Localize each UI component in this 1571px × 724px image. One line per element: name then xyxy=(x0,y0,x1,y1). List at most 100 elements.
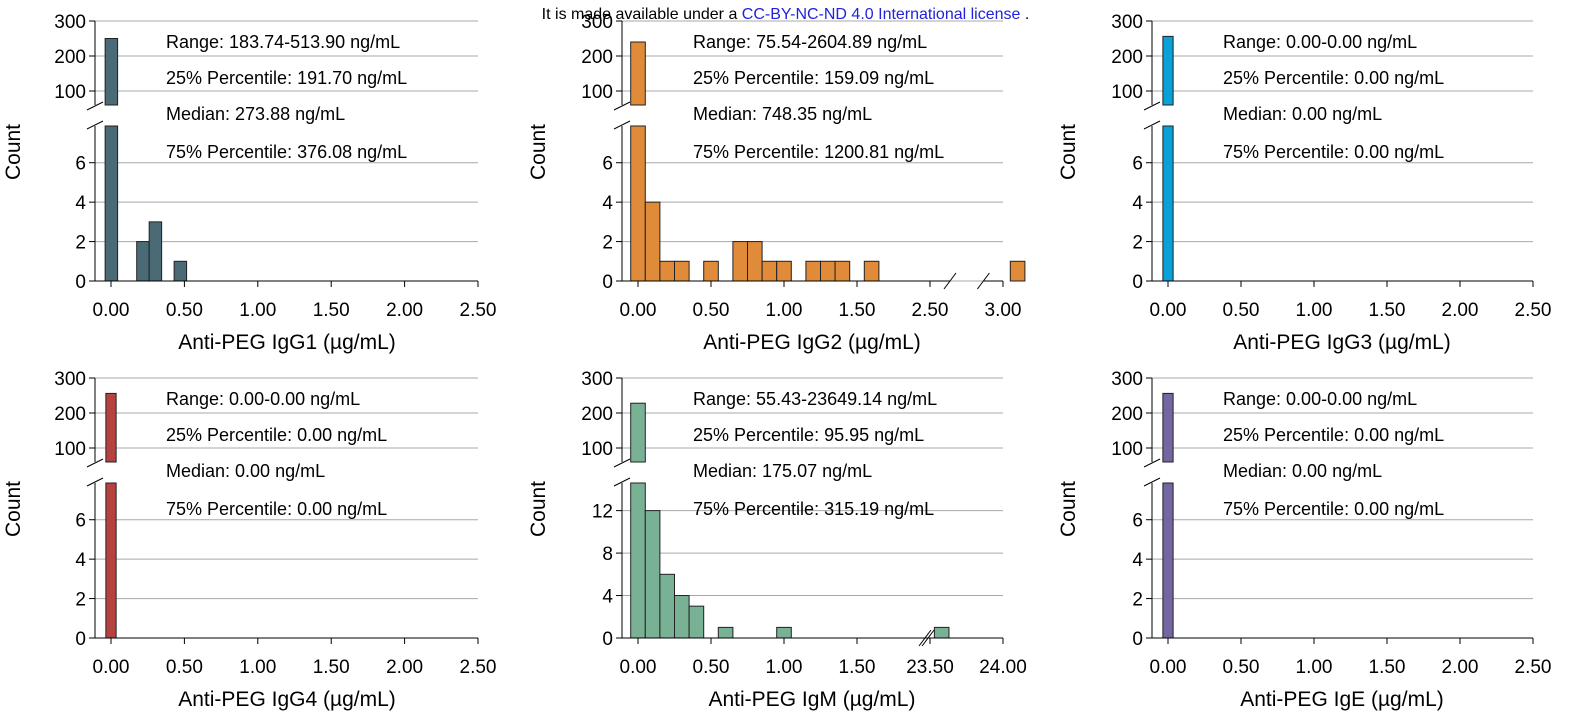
y-tick-label: 0 xyxy=(1132,272,1143,293)
license-link[interactable]: CC-BY-NC-ND 4.0 International license xyxy=(741,6,1021,23)
axis-break-mark xyxy=(86,477,104,487)
y-axis-label: Count xyxy=(2,481,25,537)
stat-annotation: 25% Percentile: 0.00 ng/mL xyxy=(1223,68,1444,88)
y-axis-label: Count xyxy=(527,481,550,537)
axis-break-mark xyxy=(1143,101,1161,111)
y-tick-label: 100 xyxy=(54,439,86,460)
x-tick-label: 2.50 xyxy=(460,657,497,678)
histogram-bar xyxy=(776,260,792,282)
histogram-bar-lower xyxy=(630,125,646,282)
stat-annotation: 75% Percentile: 315.19 ng/mL xyxy=(693,499,934,519)
histogram-bar-lower xyxy=(630,482,646,639)
y-tick-label: 200 xyxy=(1111,47,1143,68)
x-tick-label: 1.50 xyxy=(839,300,876,321)
y-tick-label: 2 xyxy=(1132,233,1143,254)
histogram-bar xyxy=(688,605,705,639)
y-axis-label: Count xyxy=(527,124,550,180)
x-tick-label: 0.00 xyxy=(620,300,657,321)
y-tick-label: 100 xyxy=(581,82,613,103)
histogram-panel-5: 0 4 8 12 100 200 300 0.00 0.50 1.00 1.50 23.50 24.00… xyxy=(527,369,1027,711)
histogram-bar xyxy=(703,260,719,282)
histogram-bar xyxy=(820,260,836,282)
stat-annotation: 75% Percentile: 376.08 ng/mL xyxy=(166,142,407,162)
x-tick-label: 2.00 xyxy=(386,657,423,678)
histogram-bar xyxy=(834,260,851,282)
histogram-bar-upper xyxy=(630,402,646,463)
x-tick-label: 1.00 xyxy=(239,657,276,678)
x-axis-label: Anti-PEG IgG4 (µg/mL) xyxy=(178,688,396,711)
x-tick-label: 23.50 xyxy=(906,657,954,678)
y-tick-label: 4 xyxy=(75,550,86,571)
histogram-bar xyxy=(644,510,661,639)
y-axis-label: Count xyxy=(2,124,25,180)
y-axis-label: Count xyxy=(1057,124,1080,180)
stat-annotation: 25% Percentile: 0.00 ng/mL xyxy=(166,425,387,445)
histogram-bar-upper xyxy=(630,41,646,106)
license-banner: It is made available under a CC-BY-NC-ND… xyxy=(0,6,1571,24)
histogram-bar xyxy=(933,626,950,639)
y-tick-label: 6 xyxy=(75,511,86,532)
histogram-bar xyxy=(747,241,763,282)
y-tick-label: 0 xyxy=(602,272,613,293)
x-tick-label: 1.50 xyxy=(313,657,350,678)
x-tick-label: 0.50 xyxy=(693,657,730,678)
histogram-panel-3: 0 2 4 6 100 200 300 0.00 0.50 1.00 1.50 2.00 2.50 Ant… xyxy=(1057,12,1551,354)
stat-annotation: 25% Percentile: 159.09 ng/mL xyxy=(693,68,934,88)
y-tick-label: 2 xyxy=(602,233,613,254)
x-tick-label: 1.50 xyxy=(1369,300,1406,321)
y-tick-label: 4 xyxy=(602,193,613,214)
stat-annotation: 75% Percentile: 0.00 ng/mL xyxy=(1223,142,1444,162)
y-tick-label: 12 xyxy=(592,502,613,523)
x-tick-label: 0.00 xyxy=(1150,300,1187,321)
y-tick-label: 6 xyxy=(1132,154,1143,175)
x-tick-label: 24.00 xyxy=(979,657,1027,678)
axis-break-mark xyxy=(921,629,935,647)
histogram-panel-2: 0 2 4 6 100 200 300 0.00 0.50 1.00 1.50 2.50 3.00 Ant… xyxy=(527,12,1026,354)
y-tick-label: 2 xyxy=(1132,590,1143,611)
x-tick-label: 1.50 xyxy=(313,300,350,321)
x-tick-label: 0.50 xyxy=(1223,657,1260,678)
histogram-bar-lower xyxy=(105,482,117,639)
axis-break-mark xyxy=(613,101,631,111)
stat-annotation: Median: 273.88 ng/mL xyxy=(166,104,345,124)
y-tick-label: 4 xyxy=(1132,193,1143,214)
y-tick-label: 300 xyxy=(1111,369,1143,390)
x-tick-label: 1.00 xyxy=(766,657,803,678)
axis-break-mark xyxy=(86,120,104,130)
x-tick-label: 2.50 xyxy=(1515,657,1552,678)
axis-break-mark xyxy=(943,272,957,290)
axis-break-mark xyxy=(86,101,104,111)
x-axis-label: Anti-PEG IgE (µg/mL) xyxy=(1240,688,1444,711)
y-tick-label: 200 xyxy=(581,47,613,68)
histogram-bar xyxy=(805,260,822,282)
y-tick-label: 200 xyxy=(54,47,86,68)
axis-break-mark xyxy=(918,629,932,647)
histogram-bar xyxy=(732,241,749,282)
histogram-bar xyxy=(674,595,690,639)
histogram-bar xyxy=(776,626,792,639)
stat-annotation: 75% Percentile: 1200.81 ng/mL xyxy=(693,142,944,162)
x-tick-label: 1.50 xyxy=(1369,657,1406,678)
y-tick-label: 300 xyxy=(1111,12,1143,33)
axis-break-mark xyxy=(977,272,990,290)
stat-annotation: 25% Percentile: 0.00 ng/mL xyxy=(1223,425,1444,445)
axis-break-mark xyxy=(613,477,631,487)
y-tick-label: 300 xyxy=(54,12,86,33)
y-axis-label: Count xyxy=(1057,481,1080,537)
y-tick-label: 0 xyxy=(75,272,86,293)
y-tick-label: 200 xyxy=(1111,404,1143,425)
histogram-panel-6: 0 2 4 6 100 200 300 0.00 0.50 1.00 1.50 2.00 2.50 Ant… xyxy=(1057,369,1551,711)
y-tick-label: 6 xyxy=(1132,511,1143,532)
axis-break-mark xyxy=(613,120,631,130)
y-tick-label: 100 xyxy=(54,82,86,103)
histogram-bar-upper xyxy=(105,392,117,463)
y-tick-label: 0 xyxy=(75,629,86,650)
x-tick-label: 1.00 xyxy=(1296,300,1333,321)
stat-annotation: Median: 175.07 ng/mL xyxy=(693,461,872,481)
stat-annotation: Range: 183.74-513.90 ng/mL xyxy=(166,32,400,52)
histogram-bar xyxy=(659,260,676,282)
axis-break-mark xyxy=(1143,120,1161,130)
x-tick-label: 0.00 xyxy=(1150,657,1187,678)
histogram-panel-1: 0 2 4 6 100 200 300 0.00 0.50 1.00 1.50 2.00 2.50 Ant… xyxy=(2,12,496,354)
x-tick-label: 2.00 xyxy=(1442,300,1479,321)
